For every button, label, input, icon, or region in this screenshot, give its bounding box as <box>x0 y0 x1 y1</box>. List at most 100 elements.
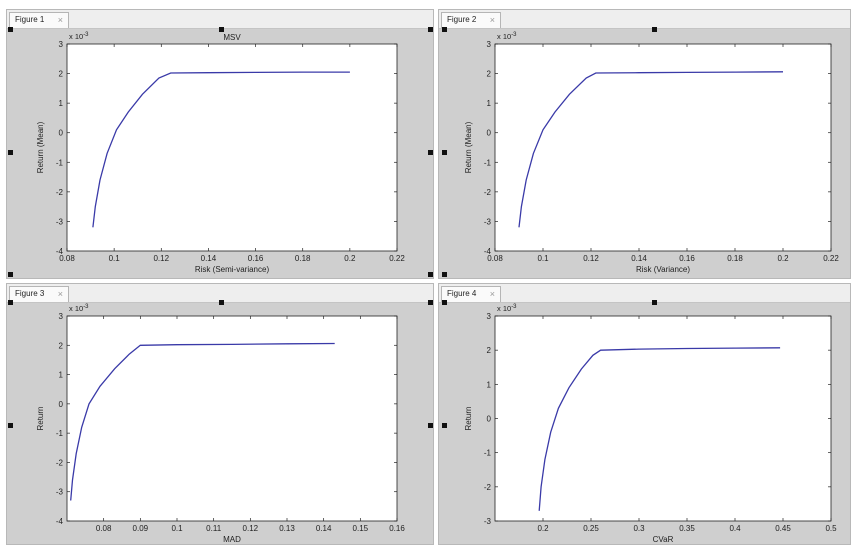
x-tick-label: 0.16 <box>389 524 405 533</box>
resize-handle[interactable] <box>428 423 433 428</box>
x-tick-label: 0.2 <box>344 254 356 263</box>
y-tick-label: 0 <box>59 129 64 138</box>
y-exponent-label: x 10-3 <box>497 32 517 41</box>
resize-handle[interactable] <box>219 27 224 32</box>
y-tick-label: 2 <box>487 346 492 355</box>
close-icon[interactable]: × <box>489 289 495 299</box>
y-tick-label: 2 <box>59 70 64 79</box>
y-tick-label: -1 <box>484 158 492 167</box>
x-tick-label: 0.14 <box>316 524 332 533</box>
resize-handle[interactable] <box>652 300 657 305</box>
x-tick-label: 0.08 <box>487 254 503 263</box>
resize-handle[interactable] <box>8 150 13 155</box>
figure-window-2: Figure 2 × 0.08 0.1 0.12 0.14 0.16 0.18 0.2 0.2… <box>438 9 851 279</box>
y-tick-label: 1 <box>487 99 492 108</box>
chart-figure-4: 0.2 0.25 0.3 0.35 0.4 0.45 0.5 -3 -2 -1 0 1 2 3 x 10-3… <box>464 304 837 544</box>
y-axis-label: Return (Mean) <box>464 121 473 173</box>
series-line <box>92 71 350 228</box>
x-tick-label: 0.11 <box>206 524 222 533</box>
y-tick-label: -3 <box>56 488 64 497</box>
y-tick-label: 0 <box>487 129 492 138</box>
resize-handle[interactable] <box>442 150 447 155</box>
y-tick-label: -3 <box>56 217 64 226</box>
resize-handle[interactable] <box>442 27 447 32</box>
resize-handle[interactable] <box>219 300 224 305</box>
y-axis-label: Return <box>36 406 45 430</box>
y-axis-label: Return <box>464 406 473 430</box>
x-tick-label: 0.22 <box>823 254 839 263</box>
y-tick-label: -2 <box>56 458 64 467</box>
x-tick-label: 0.1 <box>109 254 121 263</box>
y-tick-label: -2 <box>56 188 64 197</box>
resize-handle[interactable] <box>8 300 13 305</box>
tab-figure-1[interactable]: Figure 1 × <box>9 12 69 28</box>
figure-window-4: Figure 4 × 0.2 0.25 0.3 0.35 0.4 0.45 0.5 -3 -2 -… <box>438 283 851 545</box>
resize-handle[interactable] <box>442 272 447 277</box>
tab-figure-2[interactable]: Figure 2 × <box>441 12 501 28</box>
x-tick-label: 0.15 <box>353 524 369 533</box>
x-tick-label: 0.12 <box>243 524 259 533</box>
close-icon[interactable]: × <box>57 15 63 25</box>
series-line <box>538 347 781 511</box>
chart-figure-2: 0.08 0.1 0.12 0.14 0.16 0.18 0.2 0.22 -4 -3 -2 -1 0 1… <box>464 32 839 274</box>
y-tick-label: 3 <box>487 312 492 321</box>
x-tick-label: 0.4 <box>729 524 741 533</box>
figure-window-3: Figure 3 × 0.08 0.09 0.1 0.11 0.12 0.13 0.14 0.… <box>6 283 434 545</box>
x-tick-label: 0.3 <box>633 524 645 533</box>
tab-label: Figure 2 <box>447 15 477 24</box>
x-tick-label: 0.2 <box>777 254 789 263</box>
y-tick-label: -1 <box>56 158 64 167</box>
close-icon[interactable]: × <box>57 289 63 299</box>
x-tick-label: 0.25 <box>583 524 599 533</box>
tab-figure-3[interactable]: Figure 3 × <box>9 286 69 302</box>
y-tick-label: 2 <box>487 70 492 79</box>
resize-handle[interactable] <box>442 300 447 305</box>
y-tick-label: -2 <box>484 188 492 197</box>
y-tick-label: 3 <box>487 40 492 49</box>
y-tick-label: 0 <box>59 400 64 409</box>
resize-handle[interactable] <box>428 300 433 305</box>
y-tick-label: 0 <box>487 415 492 424</box>
tab-label: Figure 4 <box>447 289 477 298</box>
x-tick-label: 0.18 <box>727 254 743 263</box>
series-line <box>70 342 335 501</box>
tab-label: Figure 3 <box>15 289 45 298</box>
resize-handle[interactable] <box>428 27 433 32</box>
close-icon[interactable]: × <box>489 15 495 25</box>
y-tick-label: -1 <box>56 429 64 438</box>
resize-handle[interactable] <box>428 150 433 155</box>
x-tick-label: 0.5 <box>825 524 837 533</box>
resize-handle[interactable] <box>8 423 13 428</box>
x-axis-label: CVaR <box>653 535 674 544</box>
x-tick-label: 0.08 <box>96 524 112 533</box>
y-axis-label: Return (Mean) <box>36 121 45 173</box>
plot-area <box>66 43 398 252</box>
x-tick-label: 0.16 <box>679 254 695 263</box>
y-tick-label: 1 <box>487 380 492 389</box>
tab-label: Figure 1 <box>15 15 45 24</box>
resize-handle[interactable] <box>8 272 13 277</box>
resize-handle[interactable] <box>442 423 447 428</box>
x-tick-label: 0.12 <box>583 254 599 263</box>
y-tick-label: 3 <box>59 40 64 49</box>
x-tick-label: 0.12 <box>153 254 169 263</box>
series-line <box>518 71 784 228</box>
x-tick-label: 0.2 <box>537 524 549 533</box>
resize-handle[interactable] <box>652 27 657 32</box>
y-tick-label: 1 <box>59 371 64 380</box>
y-exponent-label: x 10-3 <box>69 304 89 313</box>
x-tick-label: 0.14 <box>631 254 647 263</box>
x-tick-label: 0.16 <box>248 254 264 263</box>
chart-title: MSV <box>223 33 241 42</box>
x-tick-label: 0.35 <box>679 524 695 533</box>
y-tick-label: -3 <box>484 517 492 526</box>
y-tick-label: 1 <box>59 99 64 108</box>
resize-handle[interactable] <box>8 27 13 32</box>
y-tick-label: -4 <box>56 517 64 526</box>
tab-figure-4[interactable]: Figure 4 × <box>441 286 501 302</box>
y-tick-label: 2 <box>59 341 64 350</box>
y-exponent-label: x 10-3 <box>69 32 89 41</box>
resize-handle[interactable] <box>428 272 433 277</box>
x-tick-label: 0.08 <box>59 254 75 263</box>
y-exponent-label: x 10-3 <box>497 304 517 313</box>
